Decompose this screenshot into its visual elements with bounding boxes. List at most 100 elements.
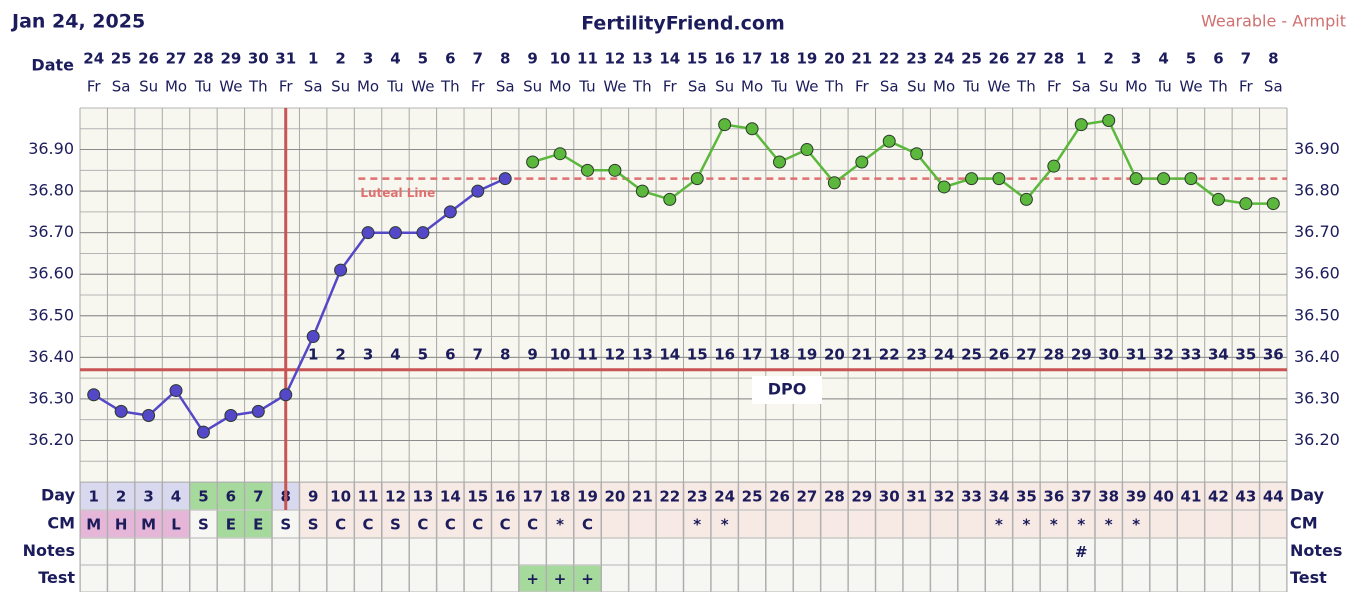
row-cell [1095,565,1123,592]
row-cell [491,565,519,592]
row-value: * [1077,516,1085,534]
weekday-label: Fr [1047,78,1062,96]
dpo-number: 11 [577,345,598,363]
row-value: 7 [253,488,263,506]
y-tick-label-right: 36.50 [1294,305,1340,324]
row-cell [930,538,958,565]
row-value: 11 [358,488,379,506]
row-value: 35 [1016,488,1037,506]
row-cell [985,510,1013,538]
row-cell [1259,538,1287,565]
row-value: * [556,516,564,534]
x-tick-label: 24 [934,50,955,68]
row-cell [1177,482,1205,510]
site-title: FertilityFriend.com [581,13,785,35]
x-tick-label: 28 [193,50,214,68]
row-cell [1150,510,1178,538]
temperature-point [1074,118,1088,132]
weekday-label: Sa [112,78,131,96]
x-tick-label: 26 [989,50,1010,68]
dpo-number: 13 [632,345,653,363]
temperature-point [827,176,841,190]
temperature-point [1129,172,1143,186]
row-cell [409,565,437,592]
row-cell [711,510,739,538]
row-cell [1259,482,1287,510]
row-value: C [335,516,346,534]
row-value: 1 [88,488,98,506]
dpo-number: 8 [500,345,510,363]
row-cell [848,510,876,538]
x-tick-label: 6 [1213,50,1223,68]
temperature-point [937,180,951,194]
row-cell [1150,538,1178,565]
row-cell [683,510,711,538]
y-tick-label: 36.60 [28,264,74,283]
row-value: 34 [989,488,1010,506]
dpo-number: 1 [308,345,318,363]
row-cell [875,538,903,565]
row-cell [1232,482,1260,510]
temperature-point [718,118,732,132]
row-value: 17 [522,488,543,506]
row-cell [1177,510,1205,538]
row-cell [711,482,739,510]
dpo-number: 28 [1043,345,1064,363]
row-cell [1095,538,1123,565]
row-cell [272,538,300,565]
temperature-point [388,226,402,240]
row-value: S [390,516,401,534]
dpo-number: 17 [742,345,763,363]
weekday-label: Th [248,78,268,96]
temperature-point [251,404,265,418]
row-cell [1040,538,1068,565]
row-cell [299,565,327,592]
dpo-number: 2 [335,345,345,363]
temperature-point [416,226,430,240]
x-tick-label: 1 [1076,50,1086,68]
temperature-point [142,409,156,423]
row-cell [683,538,711,565]
dpo-number: 26 [989,345,1010,363]
row-cell [244,482,272,510]
dpo-label: DPO [768,380,807,399]
row-value: S [280,516,291,534]
weekday-label: We [603,78,626,96]
row-value: 2 [116,488,126,506]
row-cell [382,538,409,565]
row-cell [574,510,601,538]
temperature-point [580,163,594,177]
row-value: S [198,516,209,534]
row-cell [1012,565,1040,592]
row-cell [1122,510,1150,538]
row-cell [766,538,793,565]
x-tick-label: 10 [550,50,571,68]
weekday-label: Fr [471,78,486,96]
row-cell [80,538,108,565]
temperature-point [992,172,1006,186]
row-cell [628,538,656,565]
x-tick-label: 5 [1186,50,1196,68]
row-cell [793,482,821,510]
row-cell [382,510,409,538]
x-tick-label: 22 [879,50,900,68]
row-label-right: Notes [1290,541,1342,560]
y-tick-label: 36.40 [28,347,74,366]
row-cell [409,510,437,538]
row-cell [135,565,163,592]
dpo-number: 36 [1263,345,1284,363]
row-cell [1040,482,1068,510]
temperature-point [306,330,320,344]
weekday-label: We [987,78,1010,96]
row-cell [546,538,574,565]
temperature-point [663,192,677,206]
weekday-label: Tu [1154,78,1171,96]
row-value: C [582,516,593,534]
temperature-point [279,388,293,402]
row-value: * [1022,516,1030,534]
row-cell [80,565,108,592]
row-value: C [527,516,538,534]
temperature-point [745,122,759,136]
row-cell [327,510,355,538]
